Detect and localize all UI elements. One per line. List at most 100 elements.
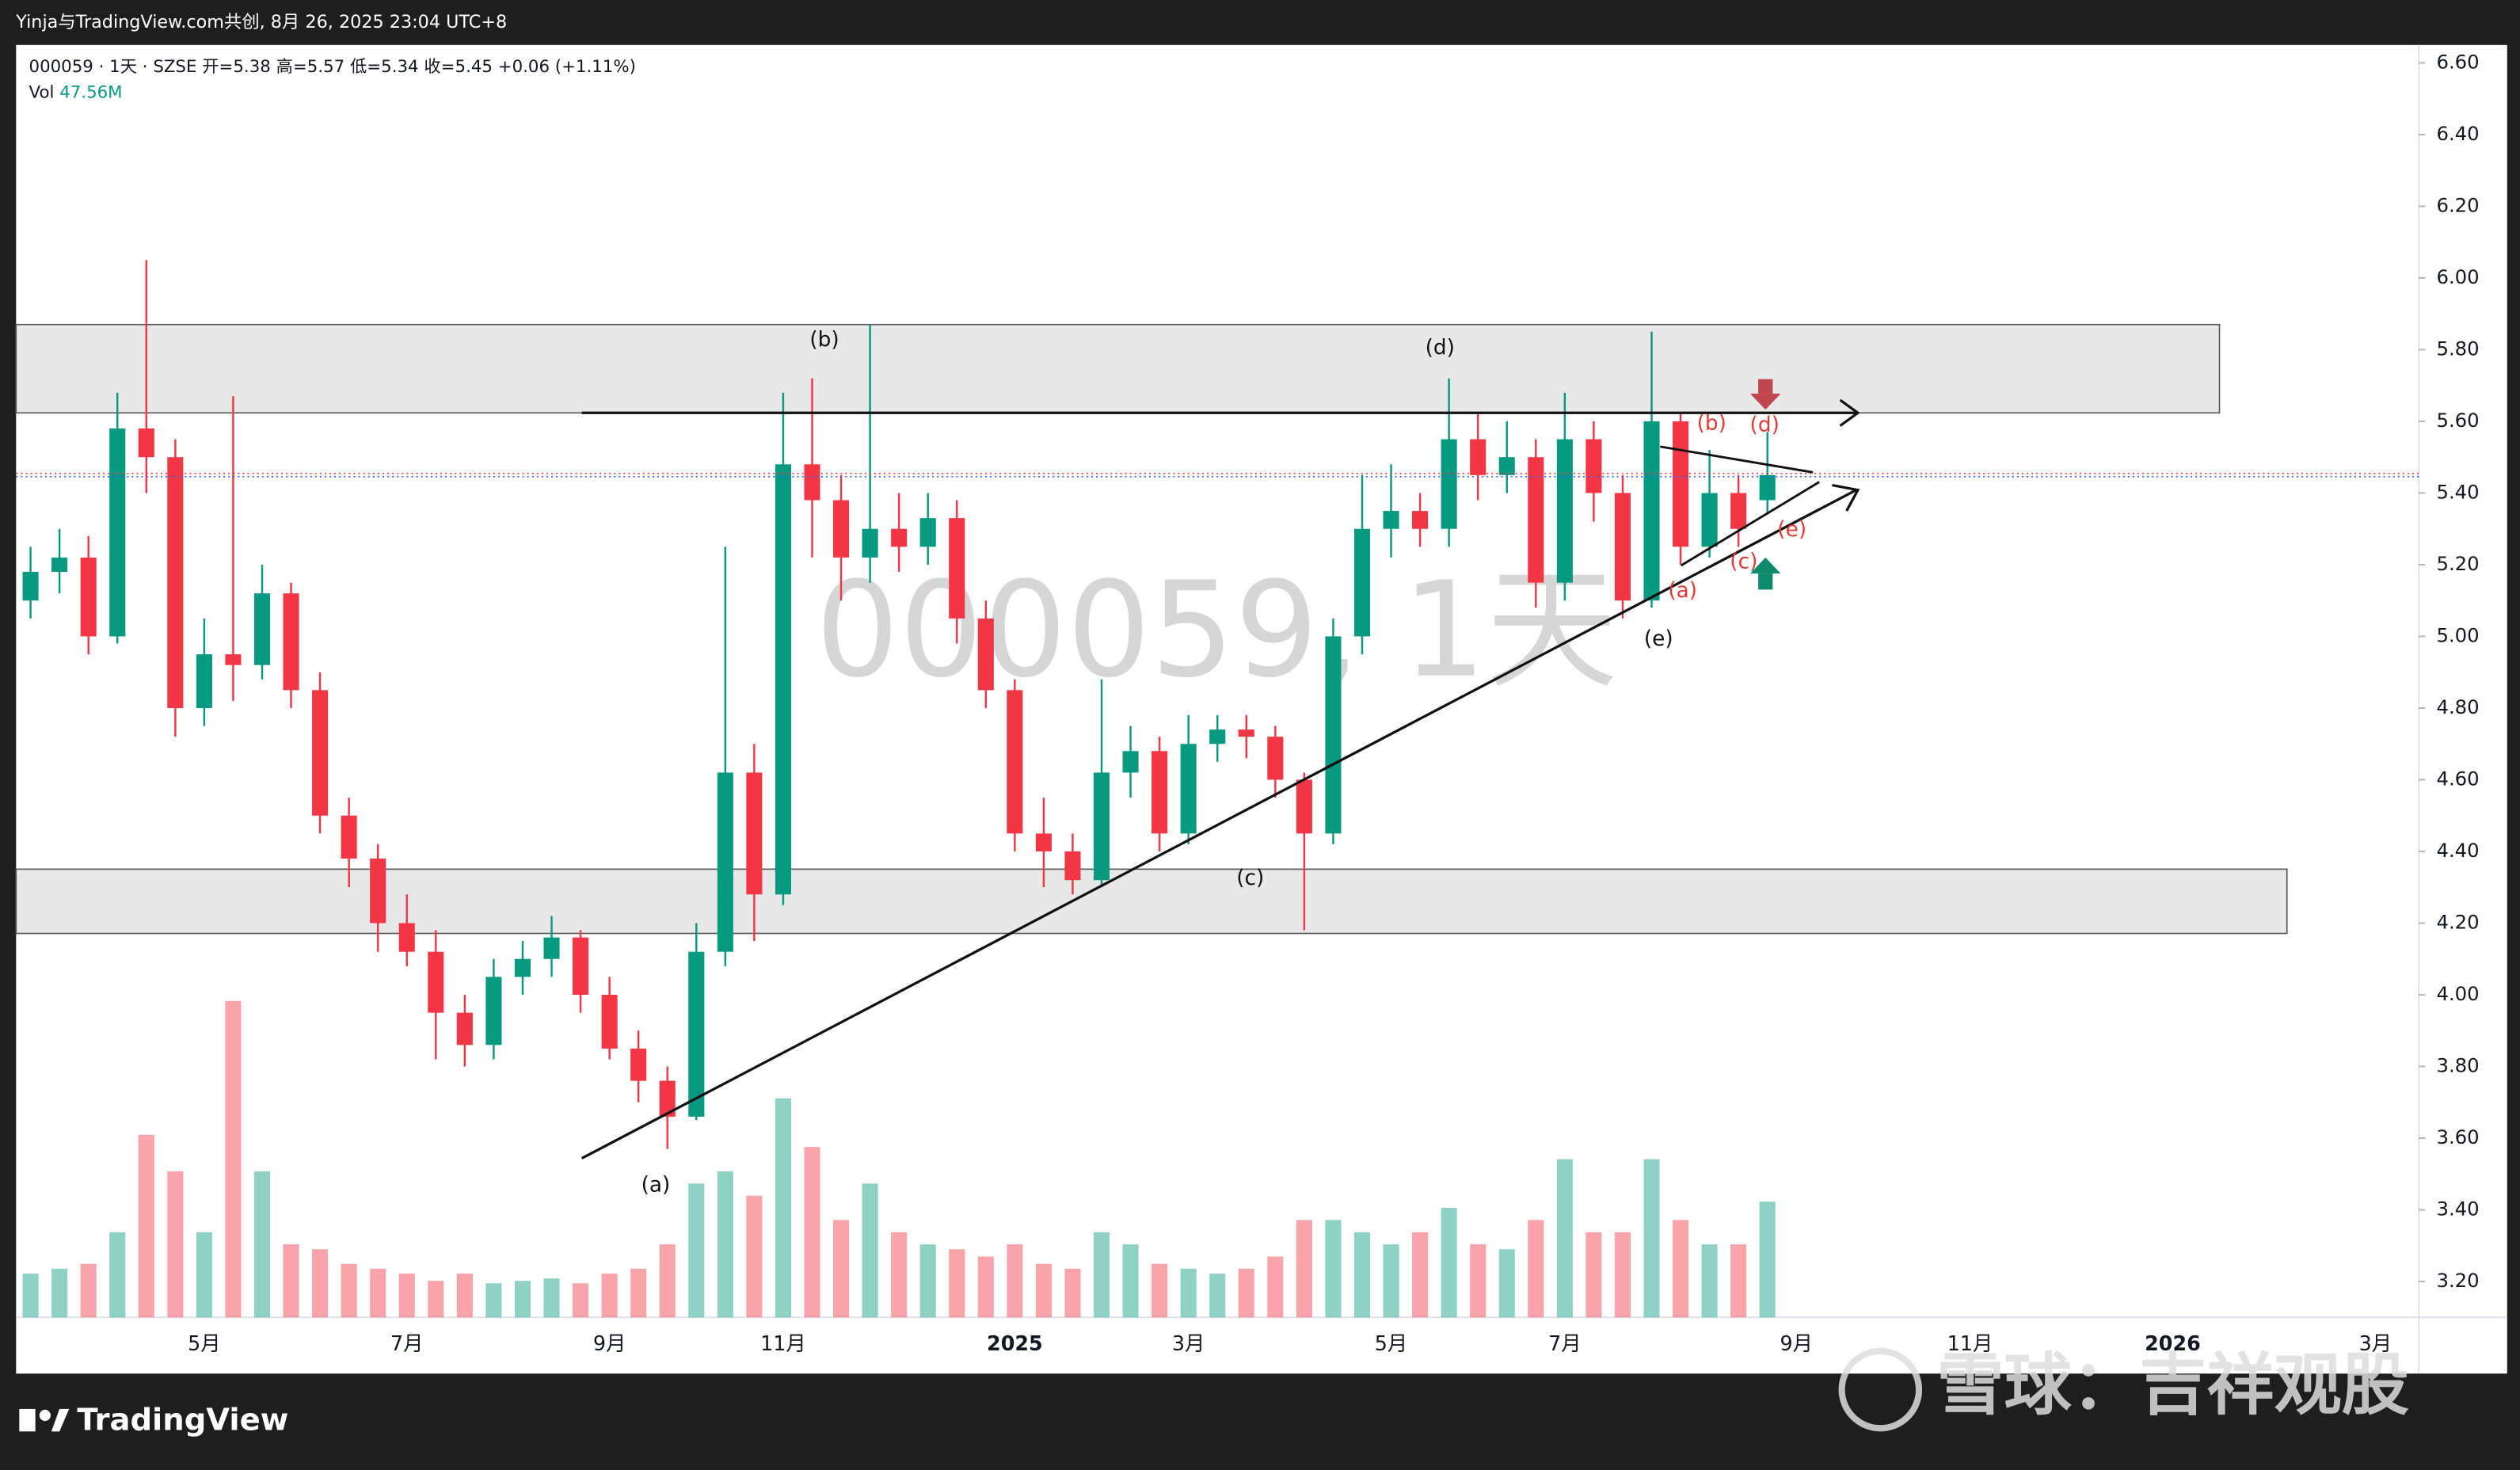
up-arrow xyxy=(1758,573,1773,590)
arrow-head xyxy=(1832,483,1860,512)
resistance-zone xyxy=(15,323,2221,414)
wave-label: (c) xyxy=(1236,866,1264,890)
xq-watermark: 雪球：吉祥观股 xyxy=(1936,1346,2409,1425)
symbol: 000059 · 1天 · SZSE xyxy=(29,57,197,77)
candle-body xyxy=(1730,493,1747,529)
candle-body xyxy=(341,815,357,859)
volume-bar xyxy=(775,1098,791,1318)
candle-body xyxy=(630,1048,647,1081)
wave-label: (a) xyxy=(641,1173,671,1197)
volume-bar xyxy=(862,1183,878,1318)
tv-logo-mark xyxy=(19,1408,36,1432)
volume-bar xyxy=(1498,1249,1515,1318)
drawings: (a) (b) (c) (d) (e) (a) (b) (c) (d) (e) xyxy=(16,329,2419,1197)
volume-bar xyxy=(109,1232,126,1318)
close-value: 5.45 xyxy=(455,57,493,77)
candle-body xyxy=(22,572,39,601)
candle-body xyxy=(717,772,733,952)
wave-label: (b) xyxy=(809,329,839,352)
volume-bar xyxy=(746,1195,763,1318)
candle-layer xyxy=(22,260,1776,1149)
wave-label: (b) xyxy=(1697,412,1726,436)
candle-body xyxy=(1614,493,1631,601)
volume-bar xyxy=(543,1278,560,1318)
down-arrow xyxy=(1758,379,1773,394)
candle-body xyxy=(1498,457,1515,475)
candle-body xyxy=(1152,751,1168,834)
volume-bar xyxy=(949,1249,965,1318)
candle-body xyxy=(1556,439,1573,583)
candle-body xyxy=(312,690,329,816)
y-tick-label: 3.80 xyxy=(2436,1054,2479,1077)
candle-body xyxy=(1353,528,1371,637)
x-tick-label: 3月 xyxy=(2359,1331,2392,1355)
x-tick-label: 11月 xyxy=(1947,1331,1993,1355)
volume-bar xyxy=(1209,1273,1226,1318)
candle-body xyxy=(1064,851,1081,881)
volume-bar xyxy=(1441,1208,1457,1318)
volume-bar xyxy=(1759,1202,1776,1318)
volume-bar xyxy=(1585,1232,1602,1318)
volume-bar xyxy=(1296,1220,1312,1318)
volume-bar xyxy=(283,1244,299,1318)
y-tick-label: 3.20 xyxy=(2436,1269,2479,1292)
high-value: 5.57 xyxy=(307,57,345,77)
candle-body xyxy=(253,593,271,665)
y-tick-label: 4.80 xyxy=(2436,695,2479,718)
volume-bar xyxy=(804,1147,820,1318)
y-tick-label: 6.00 xyxy=(2436,265,2479,288)
volume-bar xyxy=(253,1171,271,1318)
y-tick-label: 4.00 xyxy=(2436,982,2479,1005)
candle-body xyxy=(1296,779,1312,834)
candle-body xyxy=(832,500,850,558)
y-tick-label: 5.00 xyxy=(2436,623,2479,646)
close-label: 收= xyxy=(424,57,455,77)
x-tick-label: 3月 xyxy=(1172,1331,1205,1355)
volume-bar xyxy=(341,1263,357,1318)
candle-body xyxy=(919,518,936,547)
candle-body xyxy=(138,428,154,458)
volume-bar xyxy=(1353,1232,1371,1318)
up-arrow xyxy=(1749,557,1781,574)
tv-logo-mark xyxy=(39,1409,51,1422)
volume-bar xyxy=(832,1220,850,1318)
volume-bar xyxy=(1180,1268,1197,1318)
candle-body xyxy=(891,528,908,547)
candle-body xyxy=(167,457,184,708)
volume-bar xyxy=(1325,1220,1342,1318)
candle-body xyxy=(1643,421,1660,601)
candle-body xyxy=(1238,729,1254,737)
wave-label: (c) xyxy=(1730,550,1757,573)
candle-body xyxy=(1122,751,1139,773)
x-tick-label: 2025 xyxy=(987,1331,1043,1355)
candle-body xyxy=(1180,744,1197,834)
candle-body xyxy=(862,528,878,558)
volume-bar xyxy=(428,1281,444,1318)
volume-bar xyxy=(659,1244,676,1318)
candle-body xyxy=(1267,737,1284,780)
volume-bar xyxy=(138,1134,154,1318)
candle-body xyxy=(659,1080,676,1117)
candle-body xyxy=(1093,772,1110,881)
volume-bar xyxy=(1238,1268,1254,1318)
x-tick-label: 11月 xyxy=(760,1331,806,1355)
volume-bar xyxy=(370,1268,386,1318)
volume-legend: Vol 47.56M xyxy=(29,83,123,103)
volume-bar xyxy=(1701,1244,1718,1318)
y-tick-label: 6.20 xyxy=(2436,193,2479,216)
wave-label: (e) xyxy=(1777,518,1806,542)
volume-bar xyxy=(1064,1268,1081,1318)
candle-body xyxy=(109,428,126,637)
volume-bar xyxy=(1673,1220,1689,1318)
y-tick-label: 5.40 xyxy=(2436,480,2479,503)
candle-body xyxy=(1585,439,1602,493)
open-value: 5.38 xyxy=(233,57,270,77)
volume-layer xyxy=(22,1000,1776,1318)
volume-bar xyxy=(601,1273,618,1318)
candle-body xyxy=(746,772,763,895)
volume-bar xyxy=(51,1268,68,1318)
triangle-lower xyxy=(1680,481,1820,567)
tv-logo-text: TradingView xyxy=(77,1403,288,1438)
candle-body xyxy=(804,464,820,501)
candle-body xyxy=(225,654,242,665)
